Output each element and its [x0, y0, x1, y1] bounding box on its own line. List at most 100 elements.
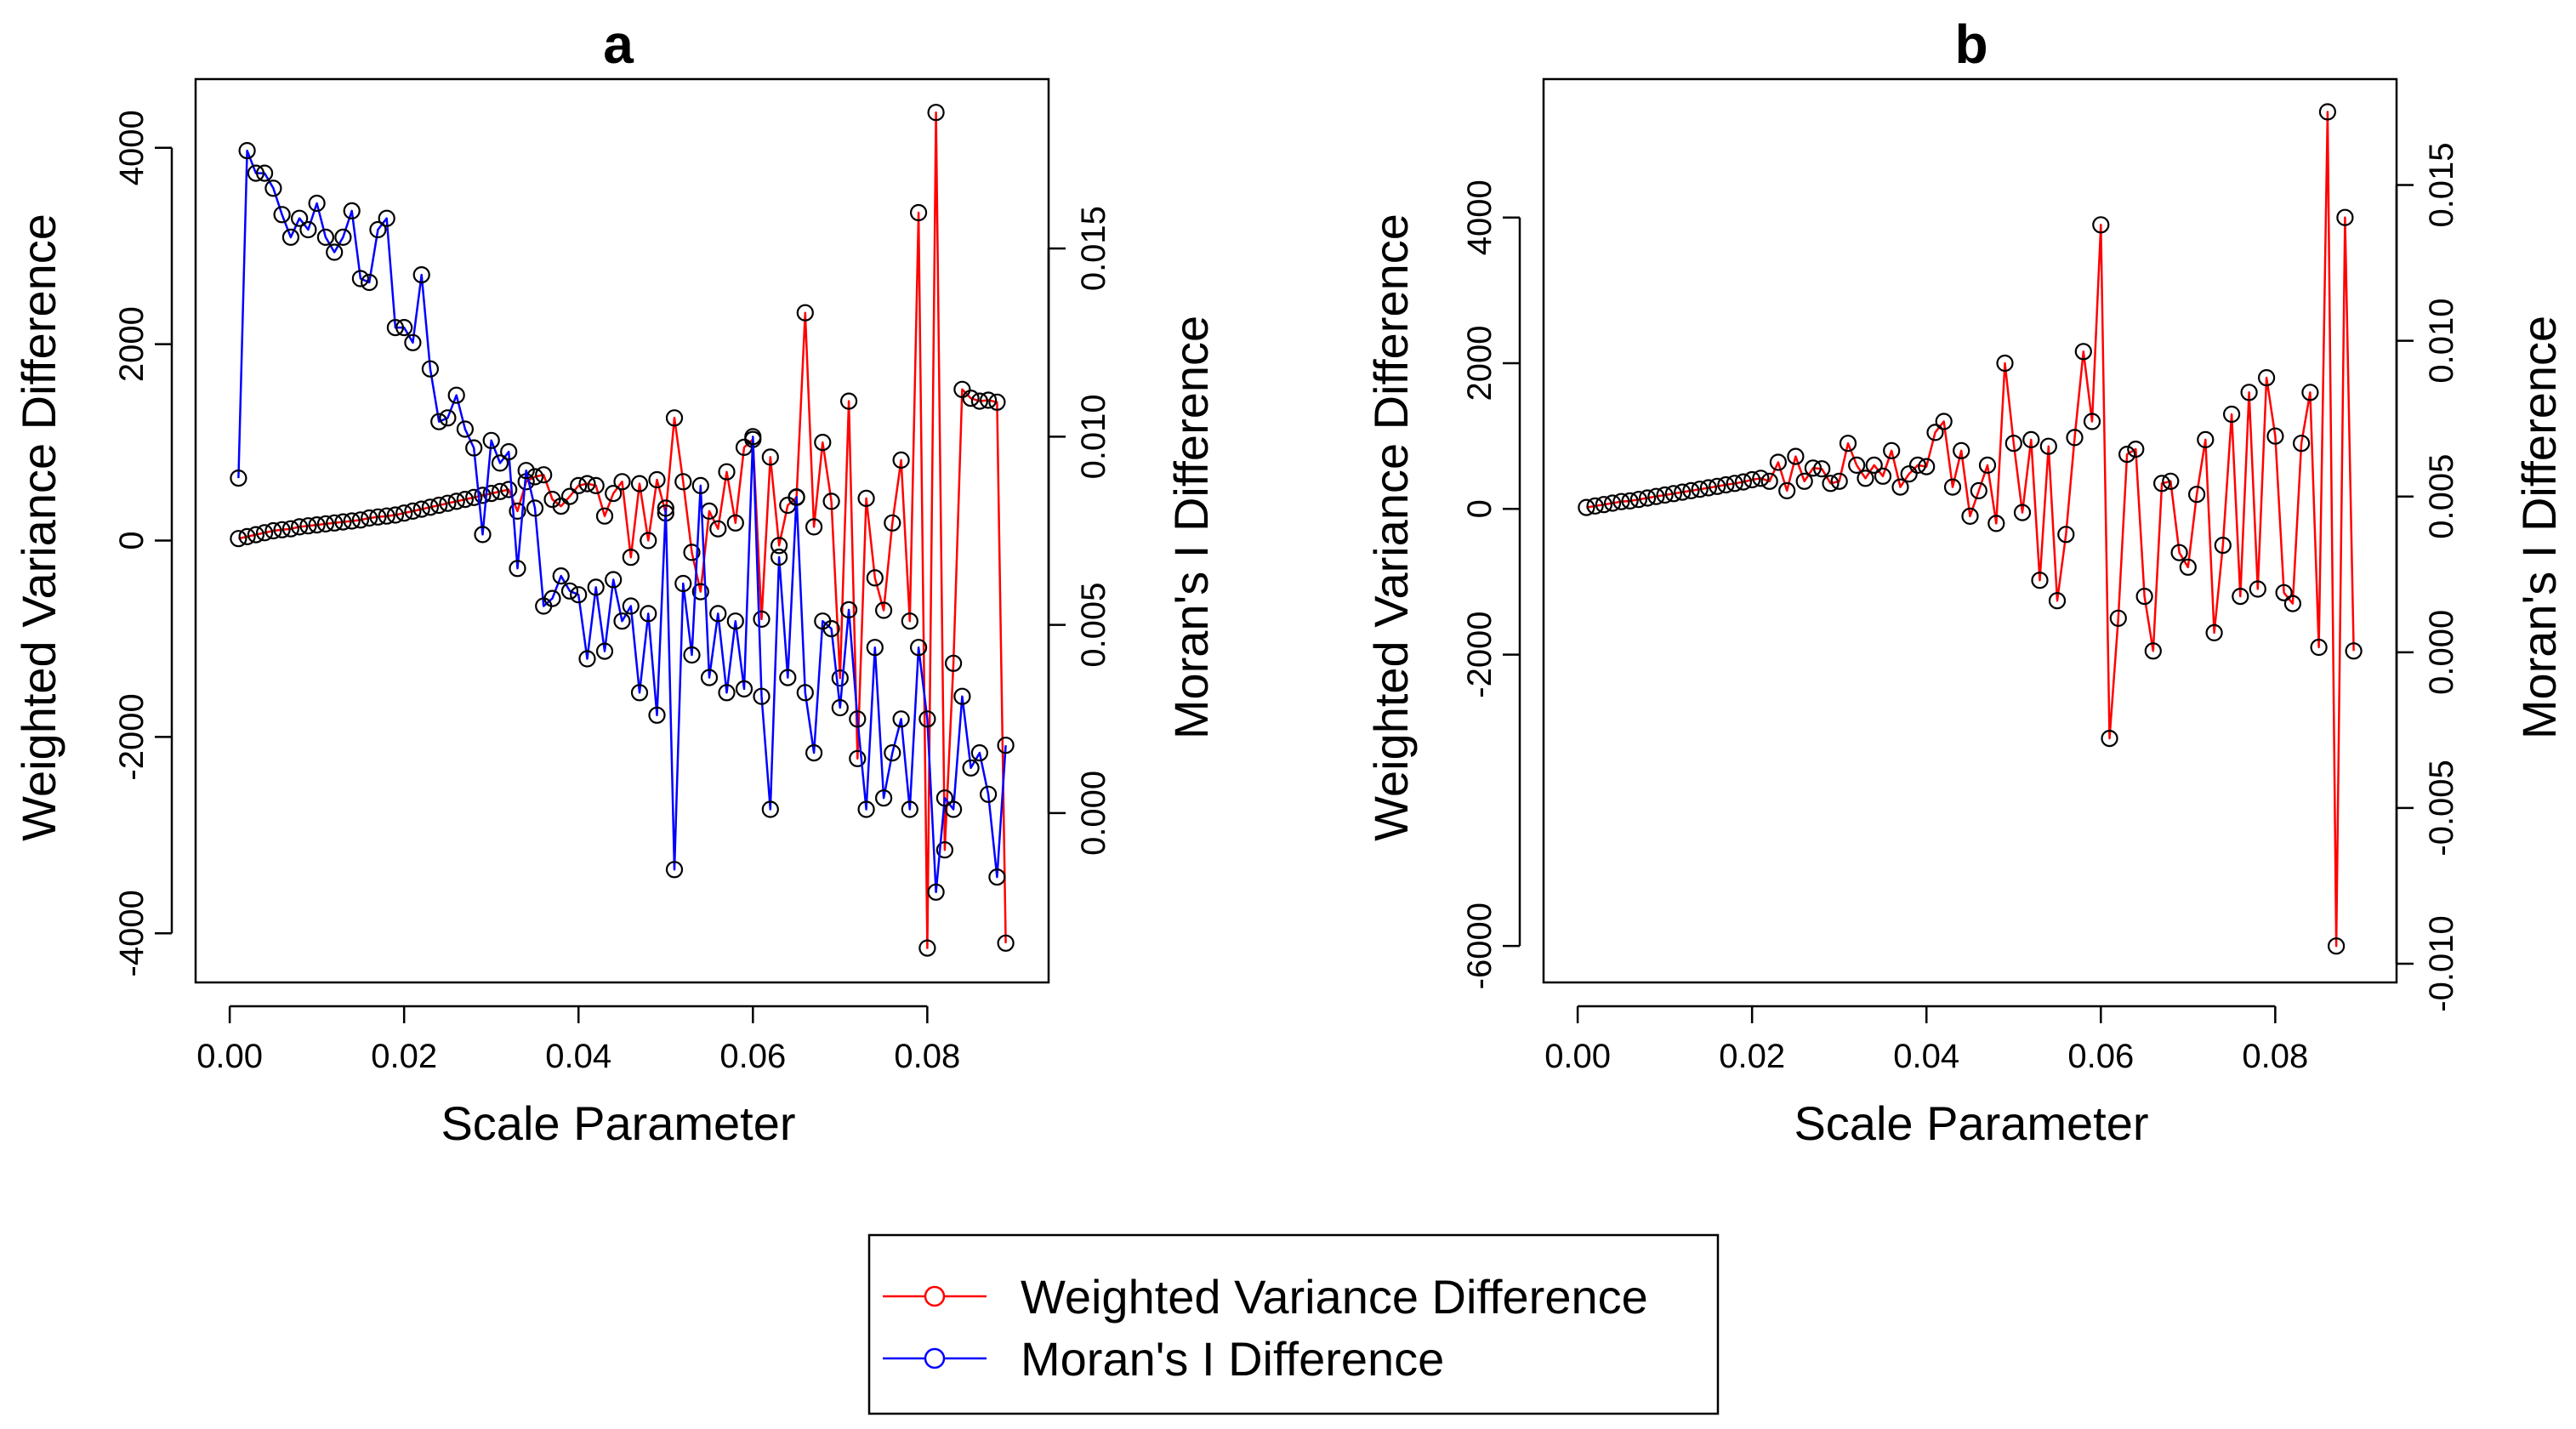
data-point-morans-a [439, 409, 457, 427]
data-point-morans-a [691, 476, 709, 495]
data-point-wvd-b [1629, 491, 1648, 509]
data-point-wvd-a [273, 521, 291, 538]
data-point-morans-a [361, 273, 378, 292]
data-point-wvd-a [369, 508, 387, 526]
data-point-wvd-a [805, 518, 823, 536]
data-point-wvd-a [796, 304, 814, 322]
legend-marker-morans [924, 1347, 946, 1369]
data-point-wvd-a [909, 203, 928, 222]
legend-label-morans: Moran's I Difference [1021, 1332, 1444, 1386]
data-point-wvd-b [2170, 544, 2188, 561]
data-point-wvd-a [944, 654, 963, 672]
data-point-wvd-b [2258, 369, 2276, 387]
data-point-wvd-b [1883, 441, 1901, 459]
data-point-morans-a [482, 431, 500, 449]
data-point-morans-a [788, 488, 805, 506]
data-point-wvd-b [2197, 430, 2215, 449]
data-point-morans-a [404, 333, 422, 351]
data-point-wvd-a [648, 470, 666, 489]
data-point-wvd-a [378, 507, 395, 525]
data-point-wvd-b [1891, 478, 1909, 496]
legend: Weighted Variance Difference Moran's I D… [867, 1233, 1720, 1415]
data-point-wvd-a [970, 392, 989, 410]
data-point-wvd-b [1830, 472, 1848, 490]
data-point-wvd-b [2162, 472, 2180, 490]
data-point-wvd-b [1717, 475, 1735, 494]
data-point-morans-a [909, 639, 928, 657]
data-point-wvd-b [2328, 937, 2346, 955]
data-point-wvd-b [1795, 472, 1813, 490]
data-point-morans-a [230, 469, 247, 487]
data-point-wvd-b [1839, 435, 1857, 453]
data-point-morans-a [657, 499, 674, 517]
data-point-wvd-b [1760, 472, 1778, 490]
data-point-morans-a [491, 454, 509, 472]
data-point-morans-a [735, 680, 753, 698]
series-wvd-b [1578, 103, 2363, 955]
data-point-morans-a [822, 619, 840, 638]
data-point-wvd-b [1726, 475, 1743, 492]
data-point-wvd-b [1647, 487, 1665, 505]
data-point-wvd-b [2109, 609, 2127, 627]
data-point-wvd-b [2336, 208, 2354, 226]
data-point-morans-a [334, 228, 352, 246]
data-point-morans-a [622, 597, 640, 615]
data-point-wvd-a [238, 527, 256, 546]
panel-b: b Scale Parameter Weighted Variance Diff… [1364, 14, 2566, 1150]
data-point-wvd-b [1769, 453, 1787, 471]
data-point-wvd-a [256, 524, 274, 542]
data-point-morans-a [517, 462, 535, 480]
data-point-wvd-b [1822, 475, 1840, 492]
data-point-wvd-a [386, 506, 404, 524]
data-point-wvd-b [1656, 486, 1674, 504]
data-point-morans-a [700, 669, 719, 686]
y-tick-label-b: -2000 [1461, 611, 1498, 697]
y-tick-label-b: 4000 [1461, 179, 1498, 255]
y-tick-label-a: -4000 [113, 890, 151, 976]
legend-box [867, 1233, 1720, 1415]
data-point-wvd-a [595, 507, 614, 525]
data-point-wvd-b [2205, 623, 2223, 642]
data-point-wvd-a [281, 520, 299, 538]
data-point-wvd-b [2179, 558, 2197, 576]
data-point-morans-a [918, 710, 936, 728]
data-point-wvd-b [2214, 536, 2232, 555]
data-point-wvd-a [465, 488, 483, 506]
data-point-wvd-a [892, 451, 910, 470]
data-point-wvd-a [230, 530, 247, 548]
data-point-wvd-a [456, 490, 475, 509]
data-point-wvd-b [1900, 465, 1918, 483]
data-point-wvd-a [361, 509, 378, 527]
data-point-morans-a [238, 142, 256, 160]
data-point-morans-a [326, 243, 344, 261]
x-tick-label-a: 0.08 [894, 1038, 960, 1075]
data-point-wvd-a [500, 481, 518, 498]
data-point-wvd-b [2188, 486, 2206, 504]
data-point-wvd-a [962, 390, 980, 407]
y-tick-label-a: 4000 [113, 110, 151, 185]
data-point-morans-a [447, 386, 465, 404]
x-tick-label-b: 0.00 [1544, 1038, 1611, 1075]
series-line-wvd-a [238, 111, 1007, 949]
data-point-wvd-b [2092, 216, 2110, 234]
plot-frame-b [1542, 77, 2398, 984]
data-point-wvd-b [2232, 587, 2249, 606]
data-point-wvd-b [1595, 496, 1613, 514]
data-point-morans-a [299, 220, 317, 239]
data-point-wvd-b [2144, 642, 2162, 660]
data-point-wvd-a [264, 521, 282, 540]
data-point-wvd-a [578, 475, 596, 492]
data-point-wvd-a [291, 518, 309, 536]
data-point-wvd-b [1787, 447, 1805, 465]
data-point-wvd-a [622, 549, 640, 566]
data-point-wvd-a [831, 669, 849, 687]
series-group-a [230, 104, 1015, 957]
data-point-wvd-a [935, 841, 954, 859]
panel-title-a: a [603, 14, 634, 75]
data-point-morans-a [526, 499, 544, 517]
data-point-wvd-a [535, 466, 553, 484]
data-point-wvd-b [2135, 587, 2153, 606]
data-point-wvd-b [1586, 497, 1604, 515]
series-morans-a [230, 142, 1015, 901]
legend-marker-wvd [924, 1285, 946, 1307]
